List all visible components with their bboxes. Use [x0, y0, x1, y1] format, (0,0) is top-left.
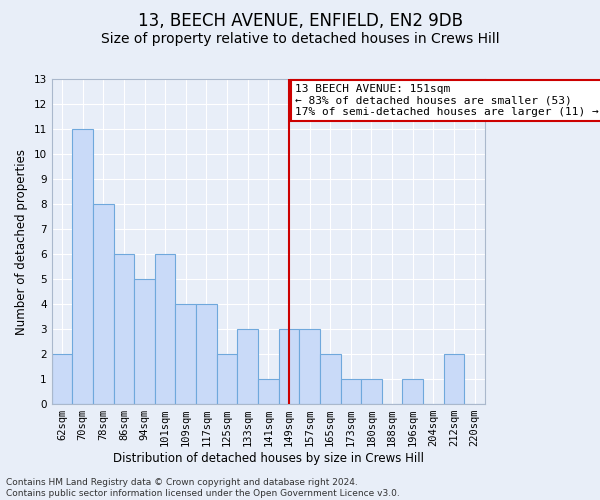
Bar [361, 379, 382, 404]
Text: Size of property relative to detached houses in Crews Hill: Size of property relative to detached ho… [101, 32, 499, 46]
Text: 13, BEECH AVENUE, ENFIELD, EN2 9DB: 13, BEECH AVENUE, ENFIELD, EN2 9DB [137, 12, 463, 30]
Text: 13 BEECH AVENUE: 151sqm
← 83% of detached houses are smaller (53)
17% of semi-de: 13 BEECH AVENUE: 151sqm ← 83% of detache… [295, 84, 599, 117]
X-axis label: Distribution of detached houses by size in Crews Hill: Distribution of detached houses by size … [113, 452, 424, 465]
Bar [403, 379, 423, 404]
Y-axis label: Number of detached properties: Number of detached properties [15, 148, 28, 334]
Bar [278, 329, 299, 404]
Bar [320, 354, 341, 404]
Bar [341, 379, 361, 404]
Bar [72, 129, 93, 404]
Bar [299, 329, 320, 404]
Bar [134, 279, 155, 404]
Bar [155, 254, 175, 404]
Bar [217, 354, 238, 404]
Bar [238, 329, 258, 404]
Bar [93, 204, 113, 404]
Bar [196, 304, 217, 404]
Bar [258, 379, 278, 404]
Bar [52, 354, 72, 404]
Bar [175, 304, 196, 404]
Bar [113, 254, 134, 404]
Text: Contains HM Land Registry data © Crown copyright and database right 2024.
Contai: Contains HM Land Registry data © Crown c… [6, 478, 400, 498]
Bar [443, 354, 464, 404]
